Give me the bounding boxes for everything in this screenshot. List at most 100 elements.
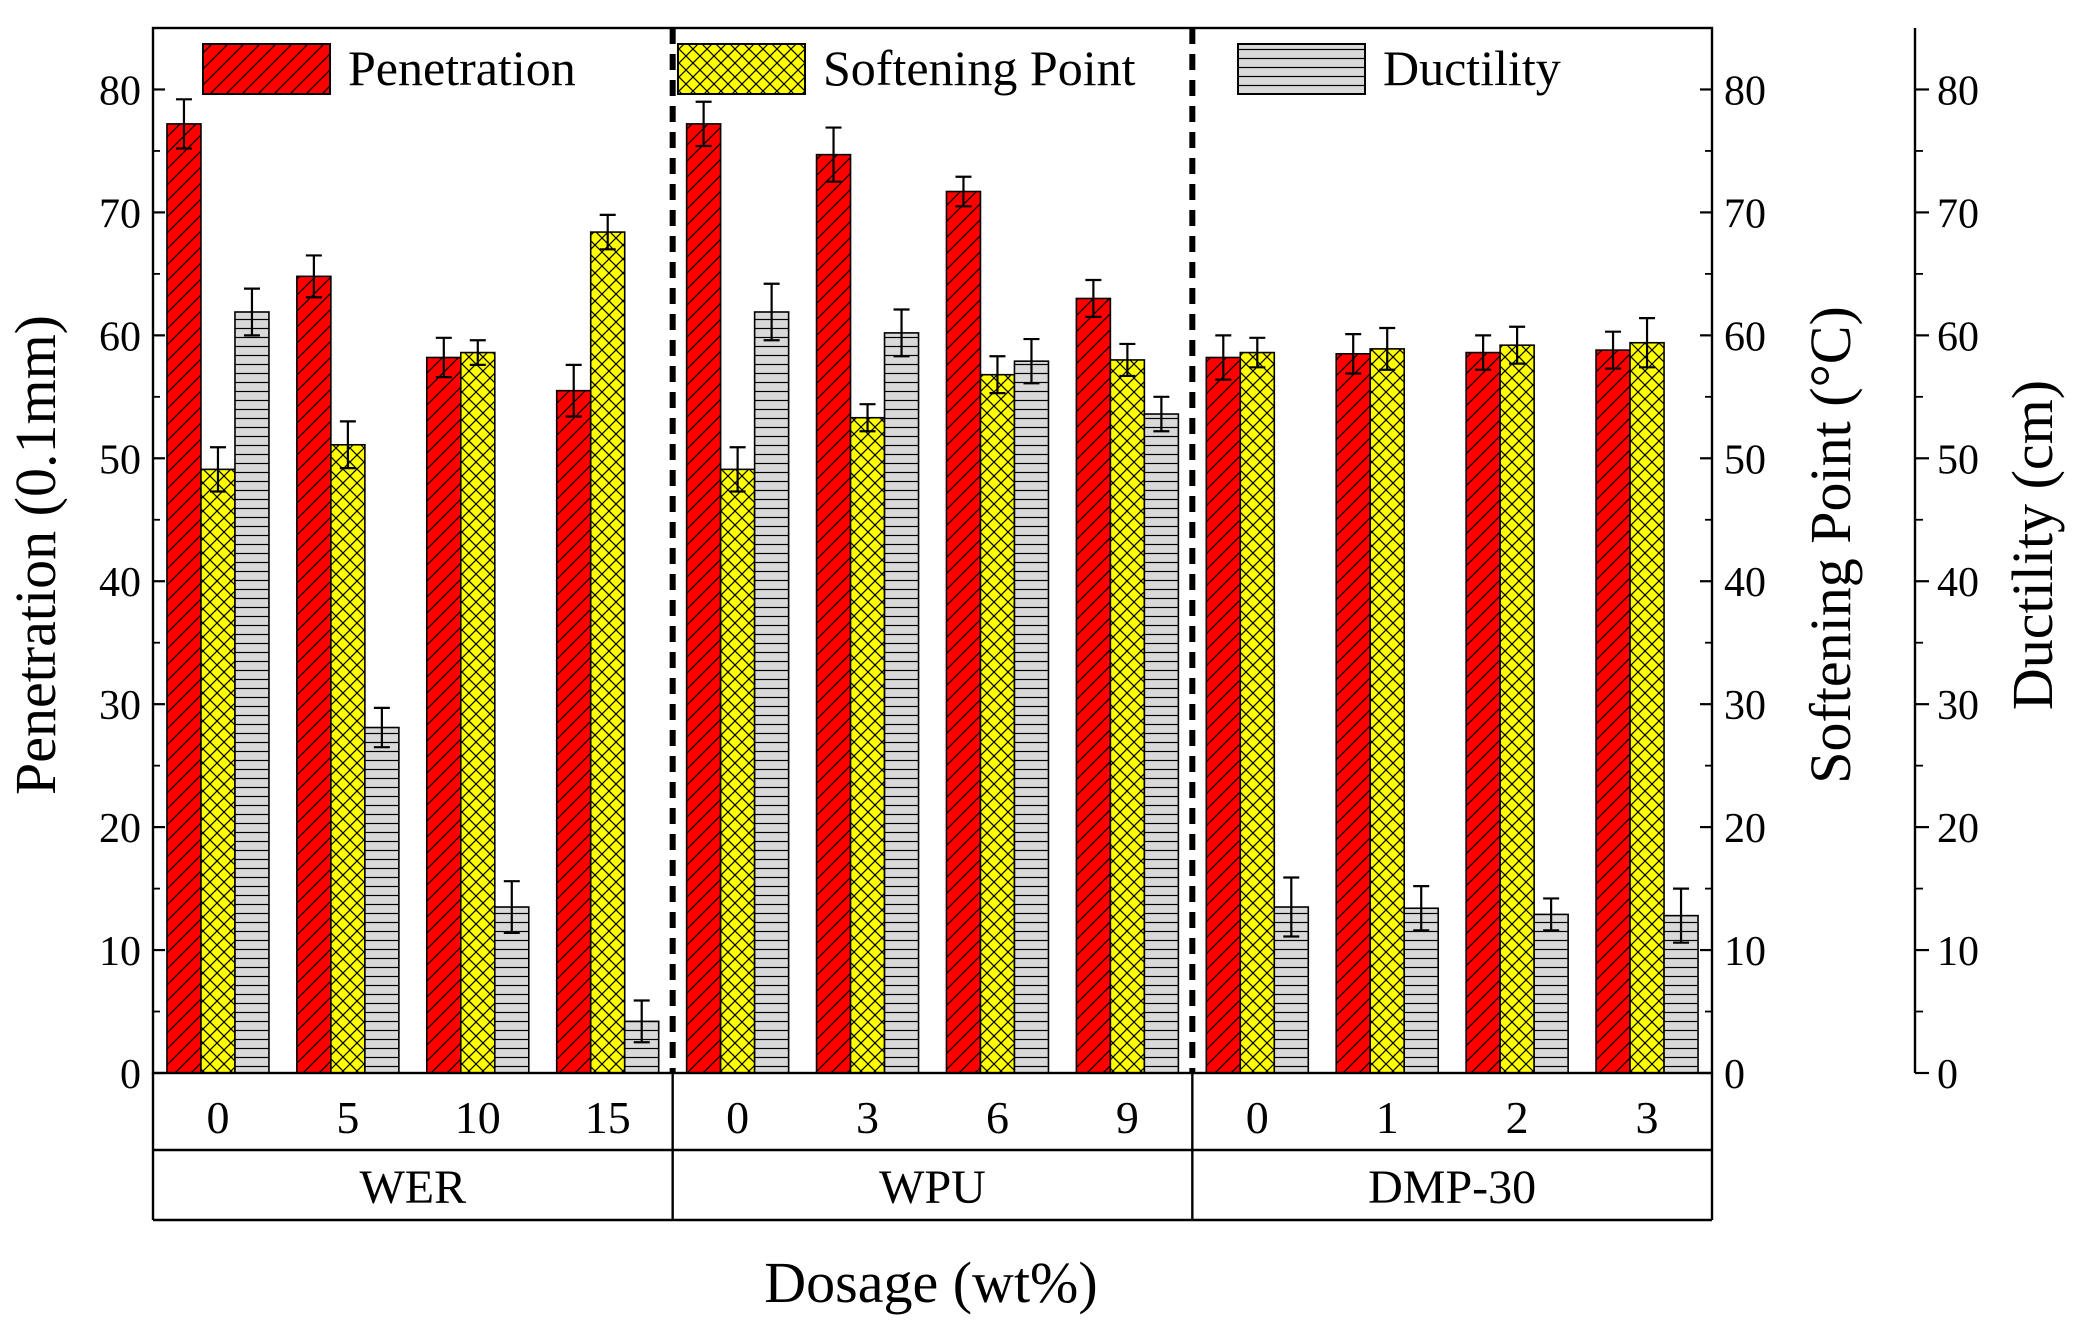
error-bar-penetration-dmp-30-3 <box>1605 330 1622 370</box>
y-tick-label-right-softening: 40 <box>1724 560 1766 606</box>
x-axis-title: Dosage (wt%) <box>764 1250 1097 1315</box>
y-tick-label-right-ductility: 80 <box>1937 68 1979 114</box>
y-tick-label-right-softening: 50 <box>1724 437 1766 483</box>
bar-ductility-wpu-6 <box>1013 360 1050 1074</box>
legend-swatch-softening-point <box>677 43 806 95</box>
error-bar-ductility-wpu-3 <box>893 308 910 358</box>
bar-penetration-dmp-30-3 <box>1595 349 1631 1074</box>
error-bar-penetration-wpu-0 <box>695 100 712 148</box>
bar-ductility-dmp-30-1 <box>1403 907 1440 1074</box>
legend-swatch-penetration <box>202 43 331 95</box>
bar-ductility-wpu-0 <box>753 311 790 1074</box>
legend-swatch-ductility <box>1237 43 1366 95</box>
error-bar-softening-point-wpu-3 <box>859 403 876 433</box>
bar-ductility-wer-5 <box>364 726 400 1074</box>
y-tick-label-left: 10 <box>99 929 141 975</box>
bar-penetration-wer-10 <box>425 356 462 1074</box>
error-bar-ductility-wpu-6 <box>1023 337 1040 385</box>
error-bar-penetration-wpu-3 <box>825 126 842 183</box>
bar-softening-point-wpu-3 <box>849 416 886 1074</box>
error-bar-softening-point-dmp-30-1 <box>1379 326 1396 371</box>
error-bar-softening-point-dmp-30-3 <box>1639 317 1656 369</box>
x-tick-label: 3 <box>856 1092 879 1143</box>
error-bar-softening-point-wpu-9 <box>1119 342 1136 378</box>
error-bar-softening-point-dmp-30-0 <box>1249 336 1266 369</box>
x-tick-label: 2 <box>1506 1092 1529 1143</box>
bar-ductility-wer-10 <box>493 906 530 1074</box>
x-tick-label: 3 <box>1636 1092 1659 1143</box>
error-bar-softening-point-wer-10 <box>469 339 486 366</box>
bar-ductility-wpu-3 <box>883 332 920 1074</box>
error-bar-ductility-wer-0 <box>243 287 260 337</box>
y-axis-title-right-softening: Softening Point (°C) <box>1798 306 1863 784</box>
y-tick-label-right-softening: 60 <box>1724 314 1766 360</box>
y-tick-label-right-softening: 30 <box>1724 683 1766 729</box>
legend-label-ductility: Ductility <box>1383 40 1561 96</box>
error-bar-softening-point-wer-15 <box>599 213 616 251</box>
error-bar-penetration-dmp-30-2 <box>1475 334 1492 371</box>
bar-penetration-wer-0 <box>166 123 202 1074</box>
y-tick-label-right-ductility: 70 <box>1937 191 1979 237</box>
y-tick-label-right-ductility: 0 <box>1937 1052 1958 1098</box>
error-bar-penetration-dmp-30-1 <box>1345 333 1362 375</box>
y-tick-label-left: 80 <box>99 68 141 114</box>
error-bar-penetration-wer-0 <box>175 98 192 150</box>
group-label-wer: WER <box>360 1161 467 1214</box>
x-tick-label: 6 <box>986 1092 1009 1143</box>
y-tick-label-right-ductility: 30 <box>1937 683 1979 729</box>
x-tick-label: 0 <box>726 1092 749 1143</box>
bar-ductility-wer-15 <box>623 1020 660 1074</box>
y-tick-label-right-softening: 70 <box>1724 191 1766 237</box>
error-bar-penetration-wpu-9 <box>1085 278 1102 319</box>
bar-penetration-wpu-9 <box>1075 297 1112 1074</box>
plot-frame <box>151 26 1714 1075</box>
bar-softening-point-wer-0 <box>200 468 236 1074</box>
y-tick-label-right-ductility: 60 <box>1937 314 1979 360</box>
error-bar-ductility-wer-10 <box>503 880 520 934</box>
error-bar-softening-point-wer-5 <box>339 420 356 470</box>
y-tick-label-right-softening: 80 <box>1724 68 1766 114</box>
bar-ductility-wer-0 <box>234 311 270 1074</box>
bar-softening-point-dmp-30-0 <box>1239 351 1276 1074</box>
y-tick-label-right-softening: 10 <box>1724 929 1766 975</box>
bar-ductility-wpu-9 <box>1143 413 1180 1074</box>
error-bar-softening-point-wer-0 <box>209 446 226 493</box>
bar-softening-point-wer-15 <box>589 231 626 1074</box>
error-bar-penetration-wer-10 <box>435 336 452 379</box>
error-bar-penetration-wpu-6 <box>955 175 972 208</box>
bar-penetration-wpu-0 <box>685 123 722 1074</box>
error-bar-softening-point-wpu-6 <box>989 355 1006 395</box>
error-bar-ductility-dmp-30-3 <box>1673 887 1690 944</box>
error-bar-penetration-wer-15 <box>565 363 582 418</box>
y-tick-label-left: 70 <box>99 191 141 237</box>
error-bar-softening-point-dmp-30-2 <box>1509 325 1526 365</box>
bar-softening-point-dmp-30-3 <box>1629 341 1665 1074</box>
error-bar-penetration-dmp-30-0 <box>1215 334 1232 381</box>
error-bar-ductility-dmp-30-0 <box>1283 876 1300 938</box>
y-tick-label-left: 0 <box>120 1052 141 1098</box>
error-bar-ductility-wer-15 <box>633 999 650 1044</box>
bar-softening-point-dmp-30-2 <box>1499 344 1535 1074</box>
x-tick-label: 0 <box>206 1092 229 1143</box>
bar-penetration-wer-5 <box>296 275 332 1074</box>
group-label-wpu: WPU <box>879 1161 986 1214</box>
error-bar-ductility-dmp-30-1 <box>1413 885 1430 932</box>
error-bar-penetration-wer-5 <box>305 254 322 299</box>
bar-penetration-dmp-30-2 <box>1465 351 1501 1074</box>
y-tick-label-right-softening: 0 <box>1724 1052 1745 1098</box>
bar-softening-point-wpu-6 <box>979 373 1016 1074</box>
error-bar-ductility-wer-5 <box>373 706 390 749</box>
bar-softening-point-dmp-30-1 <box>1369 348 1406 1074</box>
bar-softening-point-wpu-0 <box>719 468 756 1074</box>
y-tick-label-left: 60 <box>99 314 141 360</box>
legend-label-softening-point: Softening Point <box>823 40 1136 96</box>
y-tick-label-left: 30 <box>99 683 141 729</box>
x-tick-label: 0 <box>1246 1092 1269 1143</box>
bar-softening-point-wer-5 <box>330 443 366 1074</box>
y-tick-label-right-ductility: 40 <box>1937 560 1979 606</box>
legend-label-penetration: Penetration <box>348 40 576 96</box>
x-tick-label: 9 <box>1116 1092 1139 1143</box>
y-tick-label-right-softening: 20 <box>1724 806 1766 852</box>
